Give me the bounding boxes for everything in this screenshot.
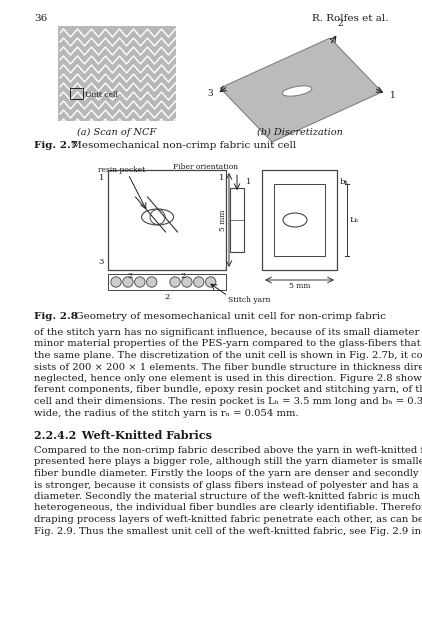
Circle shape <box>123 276 133 287</box>
Text: wide, the radius of the stitch yarn is rₙ = 0.054 mm.: wide, the radius of the stitch yarn is r… <box>34 408 299 417</box>
Text: Unit cell: Unit cell <box>85 91 118 99</box>
Ellipse shape <box>282 86 312 96</box>
Text: bₕ: bₕ <box>340 178 349 186</box>
Text: 5 mm: 5 mm <box>289 282 310 290</box>
Text: 1: 1 <box>246 178 252 186</box>
Text: 1: 1 <box>99 174 104 182</box>
Text: 3: 3 <box>207 88 213 97</box>
Text: 36: 36 <box>34 14 47 23</box>
Circle shape <box>135 276 145 287</box>
Text: R. Rolfes et al.: R. Rolfes et al. <box>311 14 388 23</box>
Text: minor material properties of the PES-yarn compared to the glass-fibers that lie : minor material properties of the PES-yar… <box>34 339 422 349</box>
Text: 5 mm: 5 mm <box>219 209 227 231</box>
Circle shape <box>146 276 157 287</box>
Circle shape <box>206 276 216 287</box>
Text: (a) Scan of NCF: (a) Scan of NCF <box>77 128 157 137</box>
Text: 2.2.4.2 Weft-Knitted Fabrics: 2.2.4.2 Weft-Knitted Fabrics <box>34 430 212 441</box>
Bar <box>262 170 337 270</box>
Bar <box>230 188 244 252</box>
Text: Fig. 2.7: Fig. 2.7 <box>34 141 78 150</box>
Text: Compared to the non-crimp fabric described above the yarn in weft-knitted fabric: Compared to the non-crimp fabric describ… <box>34 446 422 455</box>
Text: (b) Discretization: (b) Discretization <box>257 128 343 137</box>
Circle shape <box>150 209 165 225</box>
Text: 2: 2 <box>337 19 343 28</box>
Text: Lₕ: Lₕ <box>350 216 359 224</box>
Text: Fiber orientation: Fiber orientation <box>173 163 238 171</box>
Circle shape <box>194 276 204 287</box>
Text: is stronger, because it consists of glass fibers instead of polyester and has a : is stronger, because it consists of glas… <box>34 481 422 490</box>
Text: 2: 2 <box>165 293 170 301</box>
Ellipse shape <box>283 213 307 227</box>
Text: Geometry of mesomechanical unit cell for non-crimp fabric: Geometry of mesomechanical unit cell for… <box>70 312 386 321</box>
Text: resin pocket: resin pocket <box>98 166 145 174</box>
Text: Mesomechanical non-crimp fabric unit cell: Mesomechanical non-crimp fabric unit cel… <box>66 141 296 150</box>
Text: Fig. 2.8: Fig. 2.8 <box>34 312 78 321</box>
Text: fiber bundle diameter. Firstly the loops of the yarn are denser and secondly the: fiber bundle diameter. Firstly the loops… <box>34 469 422 478</box>
Bar <box>58 26 176 121</box>
Text: sists of 200 × 200 × 1 elements. The fiber bundle structure in thickness directi: sists of 200 × 200 × 1 elements. The fib… <box>34 362 422 371</box>
Text: heterogeneous, the individual fiber bundles are clearly identifiable. Therefore : heterogeneous, the individual fiber bund… <box>34 504 422 513</box>
Bar <box>70 88 83 99</box>
Ellipse shape <box>141 209 173 225</box>
Text: diameter. Secondly the material structure of the weft-knitted fabric is much mor: diameter. Secondly the material structur… <box>34 492 422 501</box>
Circle shape <box>111 276 121 287</box>
Text: 2: 2 <box>180 272 186 280</box>
Text: 1: 1 <box>390 92 396 100</box>
Text: draping process layers of weft-knitted fabric penetrate each other, as can be se: draping process layers of weft-knitted f… <box>34 515 422 524</box>
Text: cell and their dimensions. The resin pocket is Lₕ = 3.5 mm long and bₕ = 0.3 mm: cell and their dimensions. The resin poc… <box>34 397 422 406</box>
Text: 2: 2 <box>127 272 133 280</box>
Text: 3: 3 <box>99 258 104 266</box>
Text: ferent components, fiber bundle, epoxy resin pocket and stitching yarn, of the u: ferent components, fiber bundle, epoxy r… <box>34 385 422 394</box>
Text: Fig. 2.9. Thus the smallest unit cell of the weft-knitted fabric, see Fig. 2.9 i: Fig. 2.9. Thus the smallest unit cell of… <box>34 527 422 536</box>
Bar <box>108 274 226 290</box>
Bar <box>274 184 325 256</box>
Text: 1: 1 <box>219 174 224 182</box>
Circle shape <box>170 276 180 287</box>
Text: of the stitch yarn has no significant influence, because of its small diameter a: of the stitch yarn has no significant in… <box>34 328 422 337</box>
Text: neglected, hence only one element is used in this direction. Figure 2.8 shows th: neglected, hence only one element is use… <box>34 374 422 383</box>
Text: presented here plays a bigger role, although still the yarn diameter is smaller : presented here plays a bigger role, alth… <box>34 458 422 467</box>
Text: the same plane. The discretization of the unit cell is shown in Fig. 2.7b, it co: the same plane. The discretization of th… <box>34 351 422 360</box>
Text: Stitch yarn: Stitch yarn <box>228 296 271 304</box>
Circle shape <box>182 276 192 287</box>
Polygon shape <box>220 38 382 142</box>
Bar <box>108 170 226 270</box>
